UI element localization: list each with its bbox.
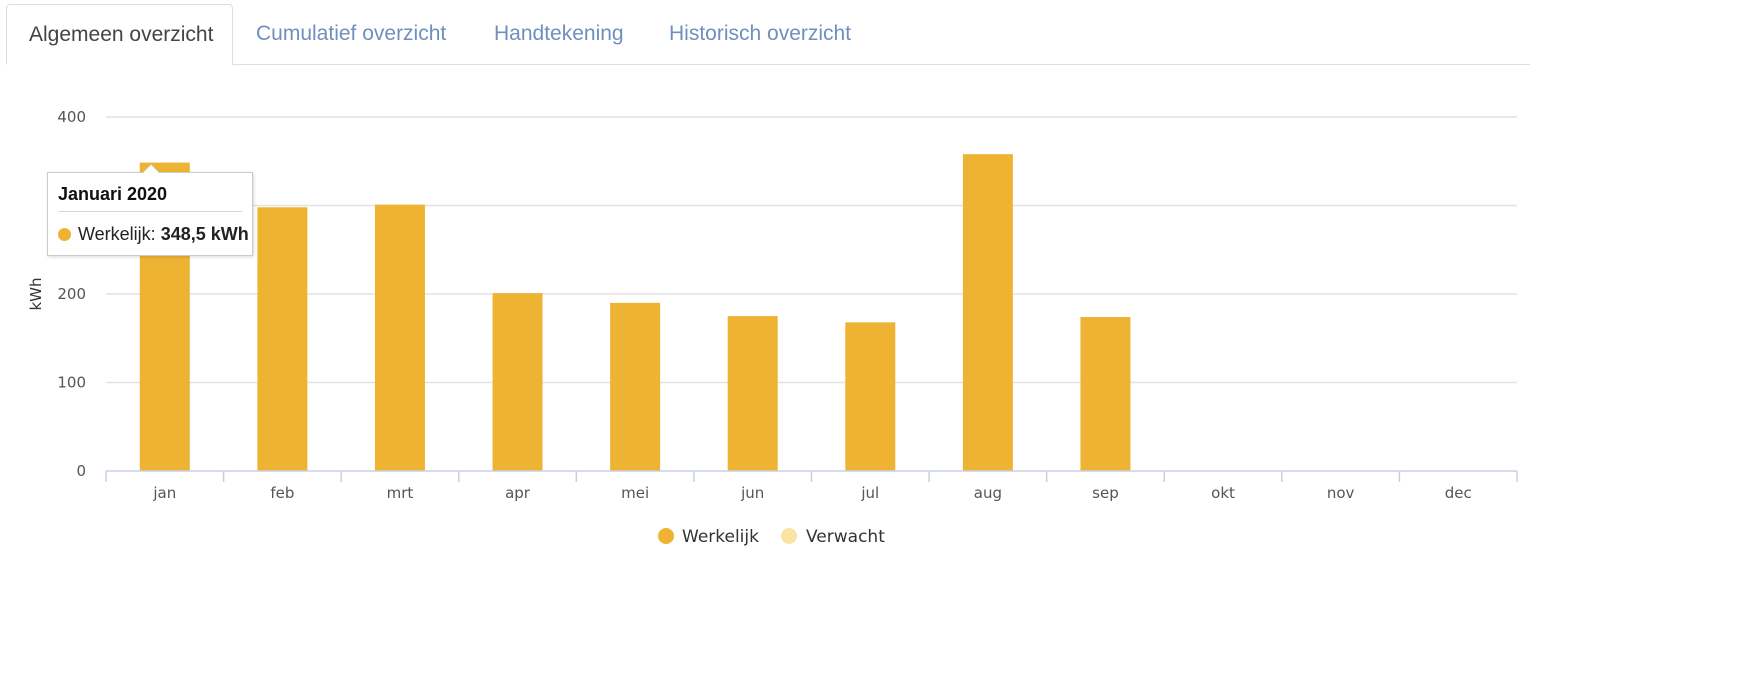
bar-jun[interactable] [727, 316, 778, 471]
x-tick-label: aug [974, 484, 1002, 502]
tooltip-series-dot [58, 228, 71, 241]
bar-jul[interactable] [845, 322, 896, 471]
tab-handtekening[interactable]: Handtekening [494, 22, 624, 45]
x-tick-label: dec [1445, 484, 1472, 502]
x-tick-label: mrt [387, 484, 414, 502]
legend-item-werkelijk[interactable]: Werkelijk [658, 527, 759, 547]
tab-bar: Algemeen overzicht Cumulatief overzicht … [6, 4, 1530, 65]
tooltip: Januari 2020 Werkelijk: 348,5 kWh [47, 164, 253, 256]
x-tick-label: jun [740, 484, 764, 502]
bar-mrt[interactable] [374, 204, 425, 472]
x-tick-label: jan [152, 484, 176, 502]
x-axis: jan feb mrt apr mei jun jul aug sep okt nov dec [105, 470, 1518, 502]
grid-lines [106, 116, 1517, 384]
y-tick-label: 400 [57, 108, 86, 126]
x-tick-label: sep [1092, 484, 1119, 502]
y-tick-label: 0 [76, 462, 86, 480]
legend-label: Verwacht [806, 527, 885, 547]
bar-feb[interactable] [257, 207, 308, 471]
x-tick-label: apr [505, 484, 531, 502]
x-tick-label: okt [1211, 484, 1235, 502]
legend-label: Werkelijk [682, 527, 759, 547]
x-tick-label: nov [1327, 484, 1355, 502]
x-tick-label: jul [860, 484, 879, 502]
tooltip-title: Januari 2020 [58, 184, 168, 204]
bar-apr[interactable] [492, 293, 543, 471]
y-axis: 0 100 200 400 [57, 108, 86, 480]
tooltip-arrow [142, 164, 160, 173]
tooltip-value: 348,5 kWh [160, 224, 249, 244]
legend-marker [781, 528, 797, 544]
tooltip-row: Werkelijk: 348,5 kWh [58, 224, 249, 245]
bar-aug[interactable] [962, 154, 1013, 472]
tooltip-divider [58, 211, 242, 212]
legend-item-verwacht[interactable]: Verwacht [781, 527, 885, 547]
x-tick-label: feb [270, 484, 294, 502]
x-tick-label: mei [621, 484, 649, 502]
tooltip-series-label: Werkelijk: [78, 224, 156, 244]
bar-mei[interactable] [610, 302, 661, 471]
y-axis-label: kWh [27, 277, 45, 310]
y-tick-label: 200 [57, 285, 86, 303]
tab-cumulatief-overzicht[interactable]: Cumulatief overzicht [256, 22, 447, 45]
tab-historisch-overzicht[interactable]: Historisch overzicht [669, 22, 852, 45]
bars [139, 154, 1131, 472]
y-tick-label: 100 [57, 374, 86, 392]
legend: Werkelijk Verwacht [658, 527, 885, 547]
legend-marker [658, 528, 674, 544]
tab-algemeen-overzicht[interactable]: Algemeen overzicht [6, 4, 233, 65]
bar-sep[interactable] [1080, 317, 1131, 471]
